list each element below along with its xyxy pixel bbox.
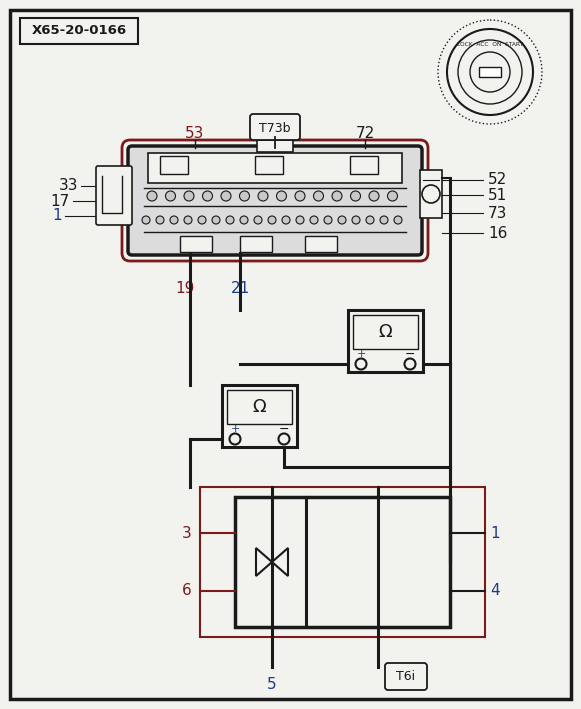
Bar (160, 156, 188, 174)
Text: 72: 72 (356, 126, 375, 142)
Text: 1: 1 (52, 208, 62, 223)
Circle shape (221, 191, 231, 201)
Text: 51: 51 (488, 187, 507, 203)
Bar (420, 170, 442, 218)
Circle shape (295, 191, 305, 201)
Circle shape (226, 216, 234, 224)
Circle shape (203, 191, 213, 201)
Text: T6i: T6i (396, 671, 415, 683)
Text: 5: 5 (267, 677, 277, 692)
Bar (227, 390, 292, 424)
Circle shape (254, 216, 262, 224)
Text: −: − (279, 423, 289, 435)
FancyBboxPatch shape (385, 663, 427, 690)
Circle shape (324, 216, 332, 224)
Text: 16: 16 (488, 225, 507, 240)
Bar (257, 140, 293, 152)
Circle shape (198, 216, 206, 224)
Circle shape (240, 216, 248, 224)
Text: +: + (230, 424, 240, 434)
Text: 1: 1 (490, 526, 500, 541)
Circle shape (296, 216, 304, 224)
Circle shape (380, 216, 388, 224)
Circle shape (366, 216, 374, 224)
Bar (255, 156, 283, 174)
Circle shape (470, 52, 510, 92)
Text: 33: 33 (59, 179, 78, 194)
Text: 17: 17 (51, 194, 70, 208)
Text: LOCK  ACC  ON  START: LOCK ACC ON START (457, 42, 523, 47)
Text: +: + (356, 349, 365, 359)
Circle shape (350, 191, 360, 201)
Text: 3: 3 (182, 526, 192, 541)
Circle shape (458, 40, 522, 104)
Text: Ω: Ω (253, 398, 266, 416)
Polygon shape (272, 548, 288, 576)
Bar (148, 153, 402, 183)
Circle shape (369, 191, 379, 201)
Circle shape (239, 191, 249, 201)
Circle shape (147, 191, 157, 201)
Circle shape (356, 359, 367, 369)
Bar (200, 487, 485, 637)
Text: X65-20-0166: X65-20-0166 (31, 25, 127, 38)
Bar (180, 236, 212, 252)
Circle shape (277, 191, 286, 201)
FancyBboxPatch shape (250, 114, 300, 140)
Bar (350, 156, 378, 174)
Text: 19: 19 (175, 281, 195, 296)
Bar (353, 315, 418, 349)
FancyBboxPatch shape (96, 166, 132, 225)
Circle shape (170, 216, 178, 224)
FancyBboxPatch shape (128, 146, 422, 255)
Circle shape (338, 216, 346, 224)
Bar (222, 385, 297, 447)
Circle shape (229, 433, 241, 445)
Text: T73b: T73b (259, 121, 290, 135)
Circle shape (278, 433, 289, 445)
Circle shape (282, 216, 290, 224)
Circle shape (156, 216, 164, 224)
Text: 21: 21 (231, 281, 250, 296)
Bar (235, 497, 450, 627)
Circle shape (404, 359, 415, 369)
Text: −: − (405, 347, 415, 360)
Polygon shape (256, 548, 272, 576)
Text: 73: 73 (488, 206, 507, 220)
Circle shape (184, 191, 194, 201)
Bar (20, 18, 138, 44)
Circle shape (268, 216, 276, 224)
Circle shape (422, 185, 440, 203)
Circle shape (184, 216, 192, 224)
Text: 4: 4 (490, 583, 500, 598)
Circle shape (388, 191, 397, 201)
Text: 53: 53 (185, 126, 205, 142)
Bar (305, 236, 337, 252)
Circle shape (258, 191, 268, 201)
Circle shape (212, 216, 220, 224)
Circle shape (352, 216, 360, 224)
Circle shape (332, 191, 342, 201)
Bar (479, 67, 501, 77)
Circle shape (438, 20, 542, 124)
Text: Ω: Ω (379, 323, 392, 341)
Circle shape (314, 191, 324, 201)
Circle shape (447, 29, 533, 115)
Text: 52: 52 (488, 172, 507, 187)
Bar (348, 310, 423, 372)
Circle shape (142, 216, 150, 224)
Text: 6: 6 (182, 583, 192, 598)
Circle shape (394, 216, 402, 224)
Circle shape (310, 216, 318, 224)
Bar (240, 236, 272, 252)
Circle shape (166, 191, 175, 201)
